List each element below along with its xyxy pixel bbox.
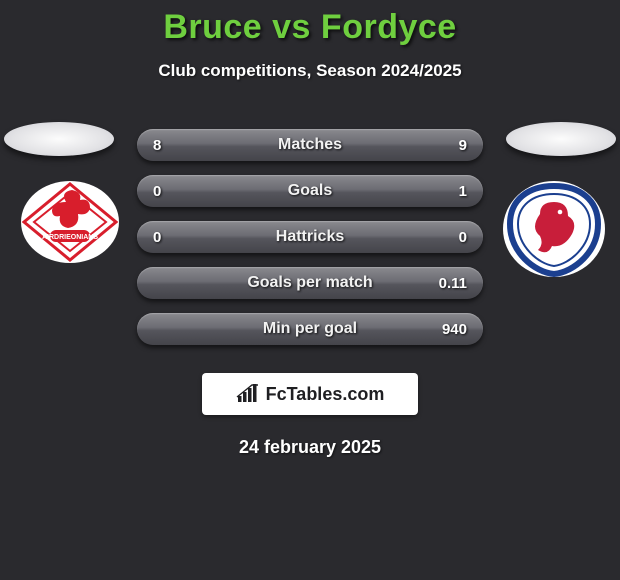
subtitle: Club competitions, Season 2024/2025 <box>0 61 620 81</box>
stat-row-hattricks: 0 Hattricks 0 <box>137 221 483 253</box>
title-player-right: Fordyce <box>321 8 457 46</box>
page-title: Bruce vs Fordyce <box>0 8 620 47</box>
stat-row-goals-per-match: Goals per match 0.11 <box>137 267 483 299</box>
stat-right-value: 1 <box>433 183 467 200</box>
stat-right-value: 9 <box>433 137 467 154</box>
stat-label: Goals per match <box>247 274 372 292</box>
stat-right-value: 0.11 <box>433 275 467 292</box>
stat-row-matches: 8 Matches 9 <box>137 129 483 161</box>
player-right-avatar-placeholder <box>506 122 616 156</box>
comparison-card: Bruce vs Fordyce Club competitions, Seas… <box>0 0 620 458</box>
stat-row-min-per-goal: Min per goal 940 <box>137 313 483 345</box>
stat-label: Matches <box>278 136 342 154</box>
stat-left-value: 0 <box>153 183 187 200</box>
date-label: 24 february 2025 <box>0 437 620 458</box>
brand-badge[interactable]: FcTables.com <box>202 373 418 415</box>
stat-left-value: 8 <box>153 137 187 154</box>
bar-chart-icon <box>236 384 260 404</box>
stat-label: Goals <box>288 182 332 200</box>
club-crest-left: AIRDRIEONIANS <box>20 180 120 264</box>
stat-label: Hattricks <box>276 228 344 246</box>
player-left-avatar-placeholder <box>4 122 114 156</box>
raith-rovers-crest-icon <box>502 180 606 278</box>
brand-text: FcTables.com <box>266 384 385 405</box>
stat-row-goals: 0 Goals 1 <box>137 175 483 207</box>
airdrieonians-crest-icon: AIRDRIEONIANS <box>20 180 120 264</box>
stat-label: Min per goal <box>263 320 357 338</box>
stat-left-value: 0 <box>153 229 187 246</box>
club-crest-right <box>502 180 606 278</box>
title-vs: vs <box>272 8 311 46</box>
stat-right-value: 0 <box>433 229 467 246</box>
svg-text:AIRDRIEONIANS: AIRDRIEONIANS <box>42 234 98 241</box>
title-player-left: Bruce <box>163 8 262 46</box>
stat-right-value: 940 <box>433 321 467 338</box>
